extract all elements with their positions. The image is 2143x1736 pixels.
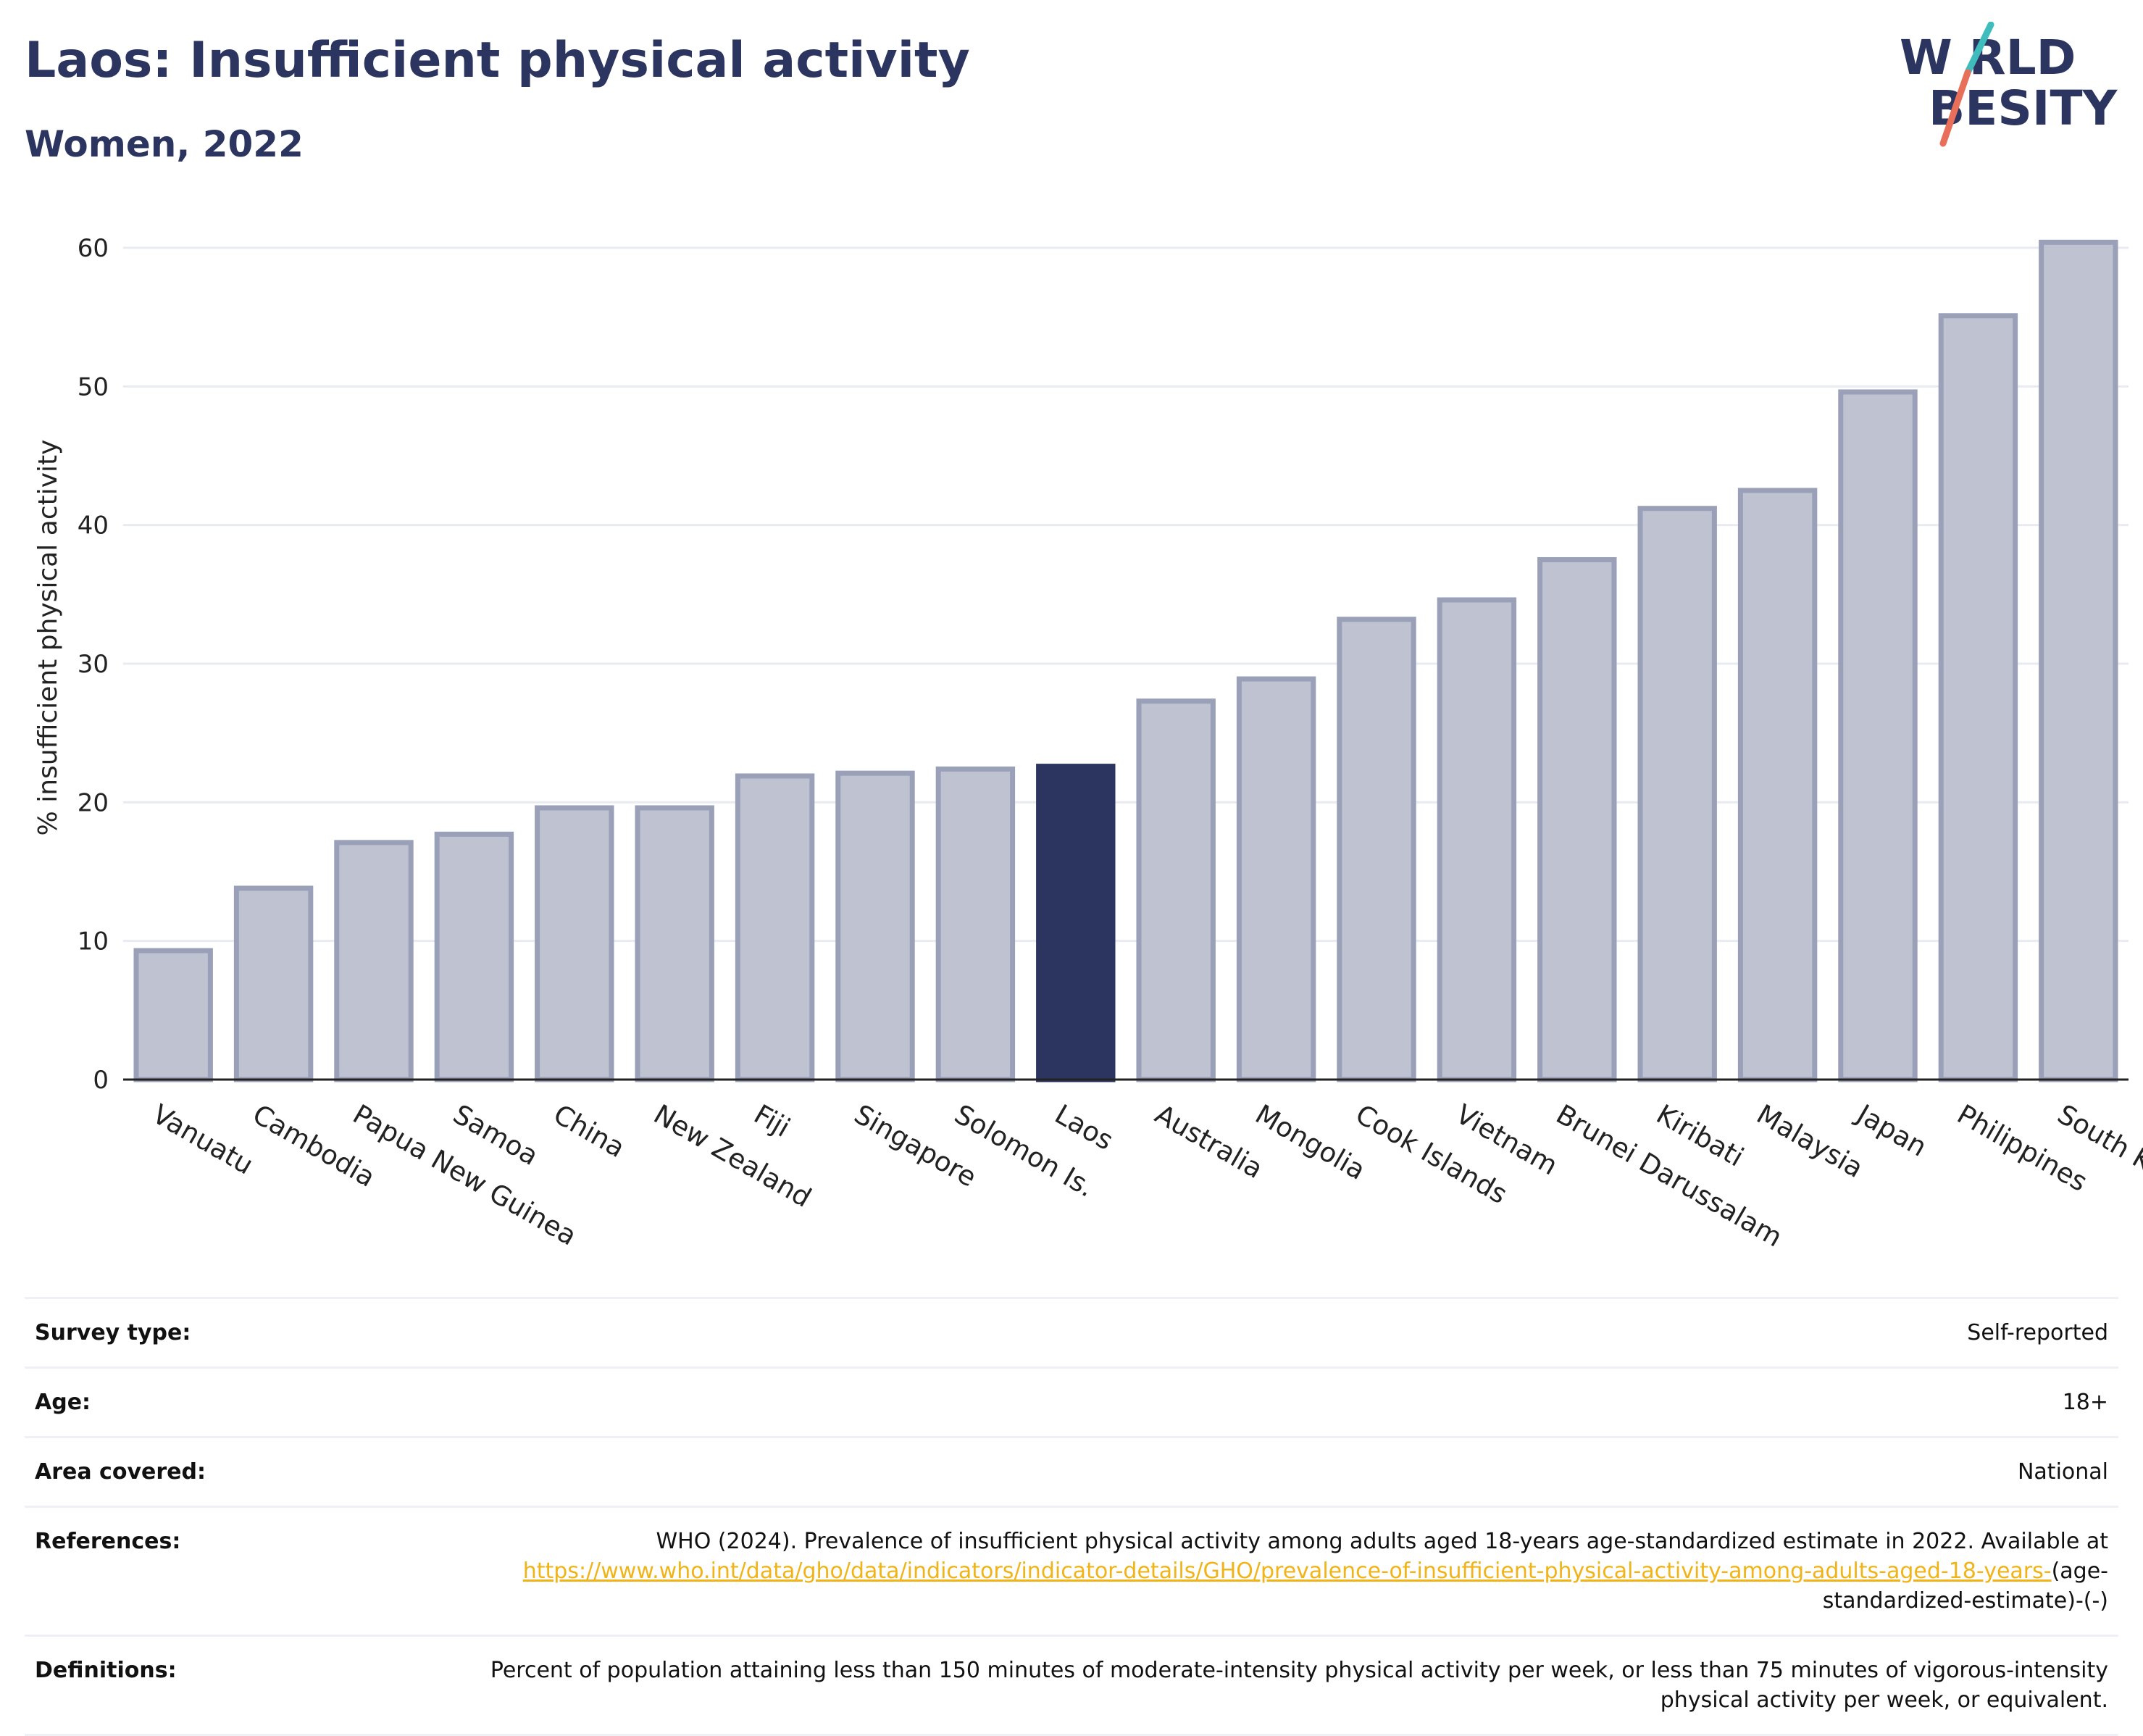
definitions-label: Definitions: xyxy=(35,1658,177,1683)
references-value: WHO (2024). Prevalence of insufficient p… xyxy=(407,1507,2118,1636)
bar-japan xyxy=(1838,389,1918,1082)
bar-fiji xyxy=(735,773,815,1082)
y-tick-label: 0 xyxy=(93,1066,109,1095)
bar-solomon-is xyxy=(935,766,1016,1082)
logo-line-1: W RLD xyxy=(1900,30,2076,85)
y-tick-label: 20 xyxy=(78,788,109,817)
x-tick-label: Fiji xyxy=(748,1098,795,1143)
bar-samoa xyxy=(434,831,514,1082)
x-tick-label: Malaysia xyxy=(1751,1098,1868,1184)
bar-vanuatu xyxy=(133,948,213,1082)
gridlines xyxy=(123,246,2129,943)
definitions-value: Percent of population attaining less tha… xyxy=(490,1658,2108,1713)
world-obesity-logo: W RLD BESITY xyxy=(1900,22,2118,147)
age-value: 18+ xyxy=(2062,1390,2108,1415)
table-row: References: WHO (2024). Prevalence of in… xyxy=(25,1506,2118,1636)
bar-mongolia xyxy=(1236,676,1316,1082)
bar-papua-new-guinea xyxy=(334,840,414,1082)
area-covered-value: National xyxy=(2017,1459,2108,1485)
bar-singapore xyxy=(835,770,915,1082)
bar-vietnam xyxy=(1437,597,1517,1082)
y-tick-label: 10 xyxy=(78,927,109,956)
x-tick-label: Australia xyxy=(1150,1098,1268,1185)
y-tick-label: 60 xyxy=(78,234,109,263)
x-tick-label: Laos xyxy=(1050,1098,1119,1156)
bar-cook-islands xyxy=(1337,617,1416,1082)
bar-new-zealand xyxy=(635,805,714,1082)
chart-subtitle: Women, 2022 xyxy=(25,123,304,165)
logo-teal-slash xyxy=(1964,22,1994,76)
table-row: Area covered: National xyxy=(25,1437,2118,1507)
y-axis-label: % insufficient physical activity xyxy=(33,440,63,836)
logo-coral-slash xyxy=(1939,69,1971,147)
age-label: Age: xyxy=(35,1390,91,1415)
x-tick-label: Vanuatu xyxy=(147,1098,259,1181)
survey-type-value: Self-reported xyxy=(1967,1320,2108,1345)
y-tick-label: 30 xyxy=(78,650,109,679)
bar-australia xyxy=(1136,698,1216,1082)
bars xyxy=(133,239,2118,1082)
bar-china xyxy=(535,805,614,1082)
bar-cambodia xyxy=(233,885,314,1082)
bar-malaysia xyxy=(1737,488,1818,1082)
metadata-table: Survey type: Self-reported Age: 18+ Area… xyxy=(25,1297,2118,1736)
references-label: References: xyxy=(35,1529,181,1554)
x-tick-label: Mongolia xyxy=(1250,1098,1370,1186)
bar-philippines xyxy=(1938,313,2018,1082)
table-row: Survey type: Self-reported xyxy=(25,1298,2118,1368)
references-suffix: (age-standardized-estimate)-(-) xyxy=(1822,1558,2108,1614)
bar-kiribati xyxy=(1637,506,1717,1082)
bar-laos xyxy=(1036,764,1116,1082)
x-tick-label: China xyxy=(548,1098,630,1164)
bar-south-korea xyxy=(2039,239,2118,1082)
chart-title: Laos: Insufficient physical activity xyxy=(25,32,970,89)
references-text: WHO (2024). Prevalence of insufficient p… xyxy=(656,1529,2108,1554)
references-link[interactable]: https://www.who.int/data/gho/data/indica… xyxy=(522,1558,2052,1584)
bar-brunei-darussalam xyxy=(1537,557,1617,1082)
table-row: Definitions: Percent of population attai… xyxy=(25,1635,2118,1735)
y-tick-label: 50 xyxy=(78,372,109,401)
survey-type-label: Survey type: xyxy=(35,1320,191,1345)
area-covered-label: Area covered: xyxy=(35,1459,206,1485)
y-tick-label: 40 xyxy=(78,512,109,541)
table-row: Age: 18+ xyxy=(25,1367,2118,1437)
